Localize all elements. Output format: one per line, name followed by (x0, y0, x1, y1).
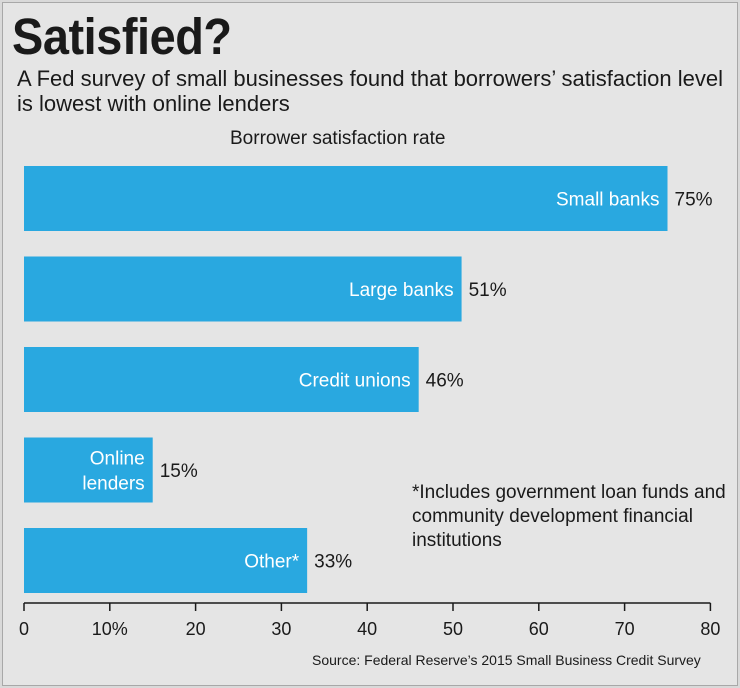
x-tick-label: 0 (19, 619, 29, 639)
category-label: Online lenders (82, 449, 144, 495)
x-tick-label: 60 (529, 619, 549, 639)
footnote: *Includes government loan funds and comm… (412, 482, 726, 551)
value-label: 46% (426, 371, 464, 392)
category-label: Credit unions (299, 371, 411, 392)
value-label: 51% (469, 280, 507, 301)
bar (24, 437, 153, 503)
x-tick-label: 30 (271, 619, 291, 639)
category-label: Large banks (349, 280, 454, 301)
value-label: 15% (160, 461, 198, 482)
bar (24, 166, 668, 231)
x-tick-label: 70 (615, 619, 635, 639)
value-label: 75% (675, 190, 713, 211)
axis-title: Borrower satisfaction rate (230, 128, 446, 149)
x-tick-label: 50 (443, 619, 463, 639)
bar (24, 347, 419, 412)
category-label: Small banks (556, 190, 660, 211)
source-note: Source: Federal Reserve’s 2015 Small Bus… (312, 652, 701, 668)
chart-title: Satisfied? (12, 8, 232, 65)
bar (24, 256, 462, 322)
x-tick-label: 20 (186, 619, 206, 639)
chart-subtitle: A Fed survey of small businesses found t… (17, 66, 723, 116)
category-label: Other* (244, 552, 300, 573)
x-tick-label: 40 (357, 619, 377, 639)
bar (24, 528, 308, 593)
value-label: 33% (314, 552, 352, 573)
x-tick-label: 10% (92, 619, 128, 639)
x-tick-label: 80 (700, 619, 720, 639)
